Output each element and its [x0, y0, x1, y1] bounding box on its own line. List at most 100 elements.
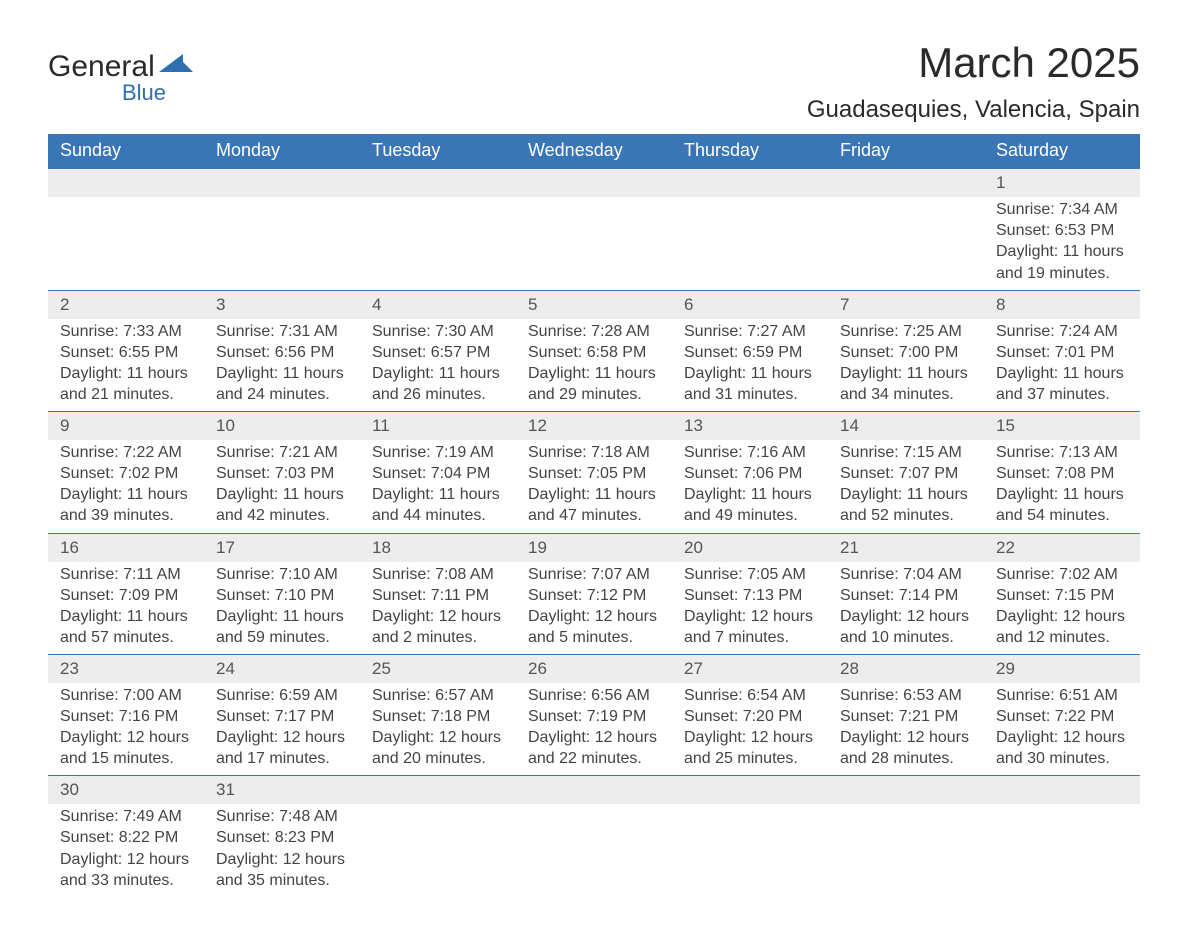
day-header: Tuesday: [360, 134, 516, 169]
sunset-line: Sunset: 7:13 PM: [684, 585, 818, 606]
day-data-cell: Sunrise: 7:00 AMSunset: 7:16 PMDaylight:…: [48, 683, 204, 776]
day-number-cell: [360, 776, 516, 805]
sunrise-line: Sunrise: 7:07 AM: [528, 564, 662, 585]
sunset-line: Sunset: 7:11 PM: [372, 585, 506, 606]
sunset-line: Sunset: 7:01 PM: [996, 342, 1130, 363]
sunrise-line: Sunrise: 7:28 AM: [528, 321, 662, 342]
week-data-row: Sunrise: 7:49 AMSunset: 8:22 PMDaylight:…: [48, 804, 1140, 896]
sunrise-line: Sunrise: 7:08 AM: [372, 564, 506, 585]
day-data-cell: Sunrise: 7:24 AMSunset: 7:01 PMDaylight:…: [984, 319, 1140, 412]
day-header: Saturday: [984, 134, 1140, 169]
sunrise-line: Sunrise: 7:11 AM: [60, 564, 194, 585]
daylight-line: Daylight: 12 hours and 22 minutes.: [528, 727, 662, 769]
sunset-line: Sunset: 7:22 PM: [996, 706, 1130, 727]
day-data-cell: Sunrise: 7:02 AMSunset: 7:15 PMDaylight:…: [984, 562, 1140, 655]
sunset-line: Sunset: 6:56 PM: [216, 342, 350, 363]
day-number-cell: 5: [516, 290, 672, 319]
day-number-cell: [828, 776, 984, 805]
page-subtitle: Guadasequies, Valencia, Spain: [807, 96, 1140, 124]
sunset-line: Sunset: 6:59 PM: [684, 342, 818, 363]
sunset-line: Sunset: 7:02 PM: [60, 463, 194, 484]
sunset-line: Sunset: 7:15 PM: [996, 585, 1130, 606]
day-header-row: SundayMondayTuesdayWednesdayThursdayFrid…: [48, 134, 1140, 169]
day-number-cell: 3: [204, 290, 360, 319]
sunset-line: Sunset: 7:05 PM: [528, 463, 662, 484]
week-number-row: 9101112131415: [48, 412, 1140, 441]
day-data-cell: Sunrise: 6:59 AMSunset: 7:17 PMDaylight:…: [204, 683, 360, 776]
day-number-cell: 2: [48, 290, 204, 319]
daylight-line: Daylight: 11 hours and 47 minutes.: [528, 484, 662, 526]
daylight-line: Daylight: 11 hours and 39 minutes.: [60, 484, 194, 526]
sunrise-line: Sunrise: 7:21 AM: [216, 442, 350, 463]
day-data-cell: Sunrise: 6:56 AMSunset: 7:19 PMDaylight:…: [516, 683, 672, 776]
sunrise-line: Sunrise: 7:19 AM: [372, 442, 506, 463]
sunrise-line: Sunrise: 7:02 AM: [996, 564, 1130, 585]
day-data-cell: Sunrise: 7:16 AMSunset: 7:06 PMDaylight:…: [672, 440, 828, 533]
week-data-row: Sunrise: 7:11 AMSunset: 7:09 PMDaylight:…: [48, 562, 1140, 655]
day-number-cell: [360, 169, 516, 197]
daylight-line: Daylight: 12 hours and 35 minutes.: [216, 849, 350, 891]
day-data-cell: [672, 804, 828, 896]
day-number-cell: 11: [360, 412, 516, 441]
day-header: Sunday: [48, 134, 204, 169]
day-data-cell: [360, 804, 516, 896]
daylight-line: Daylight: 12 hours and 25 minutes.: [684, 727, 818, 769]
sunset-line: Sunset: 6:55 PM: [60, 342, 194, 363]
week-data-row: Sunrise: 7:33 AMSunset: 6:55 PMDaylight:…: [48, 319, 1140, 412]
sunset-line: Sunset: 6:57 PM: [372, 342, 506, 363]
daylight-line: Daylight: 12 hours and 5 minutes.: [528, 606, 662, 648]
day-data-cell: Sunrise: 7:13 AMSunset: 7:08 PMDaylight:…: [984, 440, 1140, 533]
sunrise-line: Sunrise: 7:24 AM: [996, 321, 1130, 342]
day-number-cell: 16: [48, 533, 204, 562]
sunset-line: Sunset: 6:53 PM: [996, 220, 1130, 241]
sunset-line: Sunset: 8:22 PM: [60, 827, 194, 848]
day-data-cell: Sunrise: 7:04 AMSunset: 7:14 PMDaylight:…: [828, 562, 984, 655]
sunrise-line: Sunrise: 7:10 AM: [216, 564, 350, 585]
day-data-cell: Sunrise: 7:15 AMSunset: 7:07 PMDaylight:…: [828, 440, 984, 533]
week-number-row: 16171819202122: [48, 533, 1140, 562]
daylight-line: Daylight: 12 hours and 33 minutes.: [60, 849, 194, 891]
sunset-line: Sunset: 7:07 PM: [840, 463, 974, 484]
sunrise-line: Sunrise: 7:31 AM: [216, 321, 350, 342]
day-number-cell: [828, 169, 984, 197]
sunset-line: Sunset: 7:17 PM: [216, 706, 350, 727]
day-data-cell: Sunrise: 7:48 AMSunset: 8:23 PMDaylight:…: [204, 804, 360, 896]
day-data-cell: [516, 804, 672, 896]
sunset-line: Sunset: 7:09 PM: [60, 585, 194, 606]
sunset-line: Sunset: 7:12 PM: [528, 585, 662, 606]
sunset-line: Sunset: 7:19 PM: [528, 706, 662, 727]
daylight-line: Daylight: 11 hours and 59 minutes.: [216, 606, 350, 648]
daylight-line: Daylight: 12 hours and 10 minutes.: [840, 606, 974, 648]
sunrise-line: Sunrise: 7:25 AM: [840, 321, 974, 342]
page-header: General Blue March 2025 Guadasequies, Va…: [48, 40, 1140, 124]
day-number-cell: 18: [360, 533, 516, 562]
day-number-cell: 28: [828, 654, 984, 683]
week-number-row: 2345678: [48, 290, 1140, 319]
day-number-cell: 22: [984, 533, 1140, 562]
daylight-line: Daylight: 11 hours and 52 minutes.: [840, 484, 974, 526]
daylight-line: Daylight: 11 hours and 44 minutes.: [372, 484, 506, 526]
day-number-cell: 27: [672, 654, 828, 683]
daylight-line: Daylight: 11 hours and 29 minutes.: [528, 363, 662, 405]
day-data-cell: Sunrise: 7:22 AMSunset: 7:02 PMDaylight:…: [48, 440, 204, 533]
daylight-line: Daylight: 12 hours and 2 minutes.: [372, 606, 506, 648]
day-data-cell: Sunrise: 7:34 AMSunset: 6:53 PMDaylight:…: [984, 197, 1140, 290]
day-data-cell: Sunrise: 7:19 AMSunset: 7:04 PMDaylight:…: [360, 440, 516, 533]
day-number-cell: 15: [984, 412, 1140, 441]
daylight-line: Daylight: 11 hours and 57 minutes.: [60, 606, 194, 648]
daylight-line: Daylight: 12 hours and 28 minutes.: [840, 727, 974, 769]
day-data-cell: Sunrise: 7:31 AMSunset: 6:56 PMDaylight:…: [204, 319, 360, 412]
daylight-line: Daylight: 12 hours and 20 minutes.: [372, 727, 506, 769]
sunrise-line: Sunrise: 6:56 AM: [528, 685, 662, 706]
day-data-cell: Sunrise: 7:21 AMSunset: 7:03 PMDaylight:…: [204, 440, 360, 533]
sunset-line: Sunset: 7:00 PM: [840, 342, 974, 363]
day-data-cell: [48, 197, 204, 290]
day-data-cell: Sunrise: 7:30 AMSunset: 6:57 PMDaylight:…: [360, 319, 516, 412]
day-data-cell: [516, 197, 672, 290]
week-data-row: Sunrise: 7:22 AMSunset: 7:02 PMDaylight:…: [48, 440, 1140, 533]
day-number-cell: 1: [984, 169, 1140, 197]
day-number-cell: [516, 169, 672, 197]
daylight-line: Daylight: 11 hours and 21 minutes.: [60, 363, 194, 405]
day-number-cell: 21: [828, 533, 984, 562]
sunrise-line: Sunrise: 6:57 AM: [372, 685, 506, 706]
